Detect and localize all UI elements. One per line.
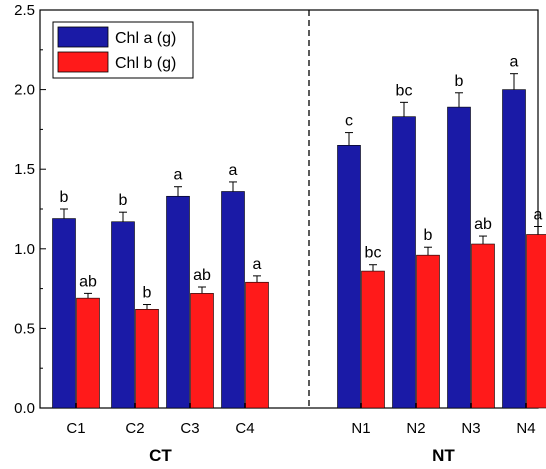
x-tick-label: C1 bbox=[66, 420, 85, 437]
bar-chl-a-c1 bbox=[52, 218, 76, 409]
significance-label: a bbox=[229, 162, 238, 179]
legend-label-chl-a: Chl a (g) bbox=[115, 30, 176, 47]
significance-label: a bbox=[534, 207, 543, 224]
legend-swatch-chl-b bbox=[57, 51, 109, 73]
x-tick-label: N2 bbox=[406, 420, 425, 437]
bar-chl-a-n1 bbox=[337, 145, 361, 409]
significance-label: ab bbox=[474, 216, 492, 233]
significance-label: a bbox=[510, 54, 519, 71]
y-tick-label: 1.0 bbox=[14, 241, 35, 258]
legend: Chl a (g) Chl b (g) bbox=[52, 21, 194, 79]
significance-label: ab bbox=[193, 267, 211, 284]
legend-label-chl-b: Chl b (g) bbox=[115, 55, 176, 72]
y-tick-label: 0.0 bbox=[14, 400, 35, 417]
x-tick-label: N3 bbox=[461, 420, 480, 437]
bar-chl-b-n3 bbox=[471, 243, 495, 409]
significance-label: b bbox=[143, 285, 152, 302]
significance-label: a bbox=[253, 256, 262, 273]
bar-chl-b-n2 bbox=[416, 254, 440, 409]
bar-chl-b-n1 bbox=[361, 270, 385, 409]
significance-label: b bbox=[60, 189, 69, 206]
y-tick-label: 2.5 bbox=[14, 2, 35, 19]
bar-chl-a-n3 bbox=[447, 106, 471, 409]
significance-label: bc bbox=[396, 82, 413, 99]
x-tick-label: N4 bbox=[516, 420, 535, 437]
x-tick-label: N1 bbox=[351, 420, 370, 437]
y-tick-label: 1.5 bbox=[14, 161, 35, 178]
y-tick-label: 0.5 bbox=[14, 320, 35, 337]
bar-chl-a-c3 bbox=[166, 195, 190, 409]
significance-label: c bbox=[345, 113, 353, 130]
significance-label: bc bbox=[365, 245, 382, 262]
x-tick-label: C3 bbox=[180, 420, 199, 437]
significance-label: a bbox=[174, 167, 183, 184]
bar-chl-b-c4 bbox=[245, 281, 269, 409]
group-label-nt: NT bbox=[432, 446, 455, 465]
x-tick-label: C4 bbox=[235, 420, 254, 437]
significance-label: b bbox=[119, 192, 128, 209]
y-tick-label: 2.0 bbox=[14, 82, 35, 99]
bar-chl-b-c1 bbox=[76, 297, 100, 409]
significance-label: b bbox=[424, 227, 433, 244]
bar-chl-b-n4 bbox=[526, 234, 546, 409]
bar-chl-a-c2 bbox=[111, 221, 135, 409]
bar-chl-a-n4 bbox=[502, 89, 526, 409]
bar-chl-a-n2 bbox=[392, 116, 416, 409]
bar-chl-b-c2 bbox=[135, 308, 159, 409]
x-tick-label: C2 bbox=[125, 420, 144, 437]
significance-label: b bbox=[455, 73, 464, 90]
group-label-ct: CT bbox=[149, 446, 172, 465]
legend-swatch-chl-a bbox=[57, 26, 109, 48]
significance-label: ab bbox=[79, 273, 97, 290]
bar-chl-b-c3 bbox=[190, 293, 214, 409]
bar-chl-a-c4 bbox=[221, 191, 245, 409]
